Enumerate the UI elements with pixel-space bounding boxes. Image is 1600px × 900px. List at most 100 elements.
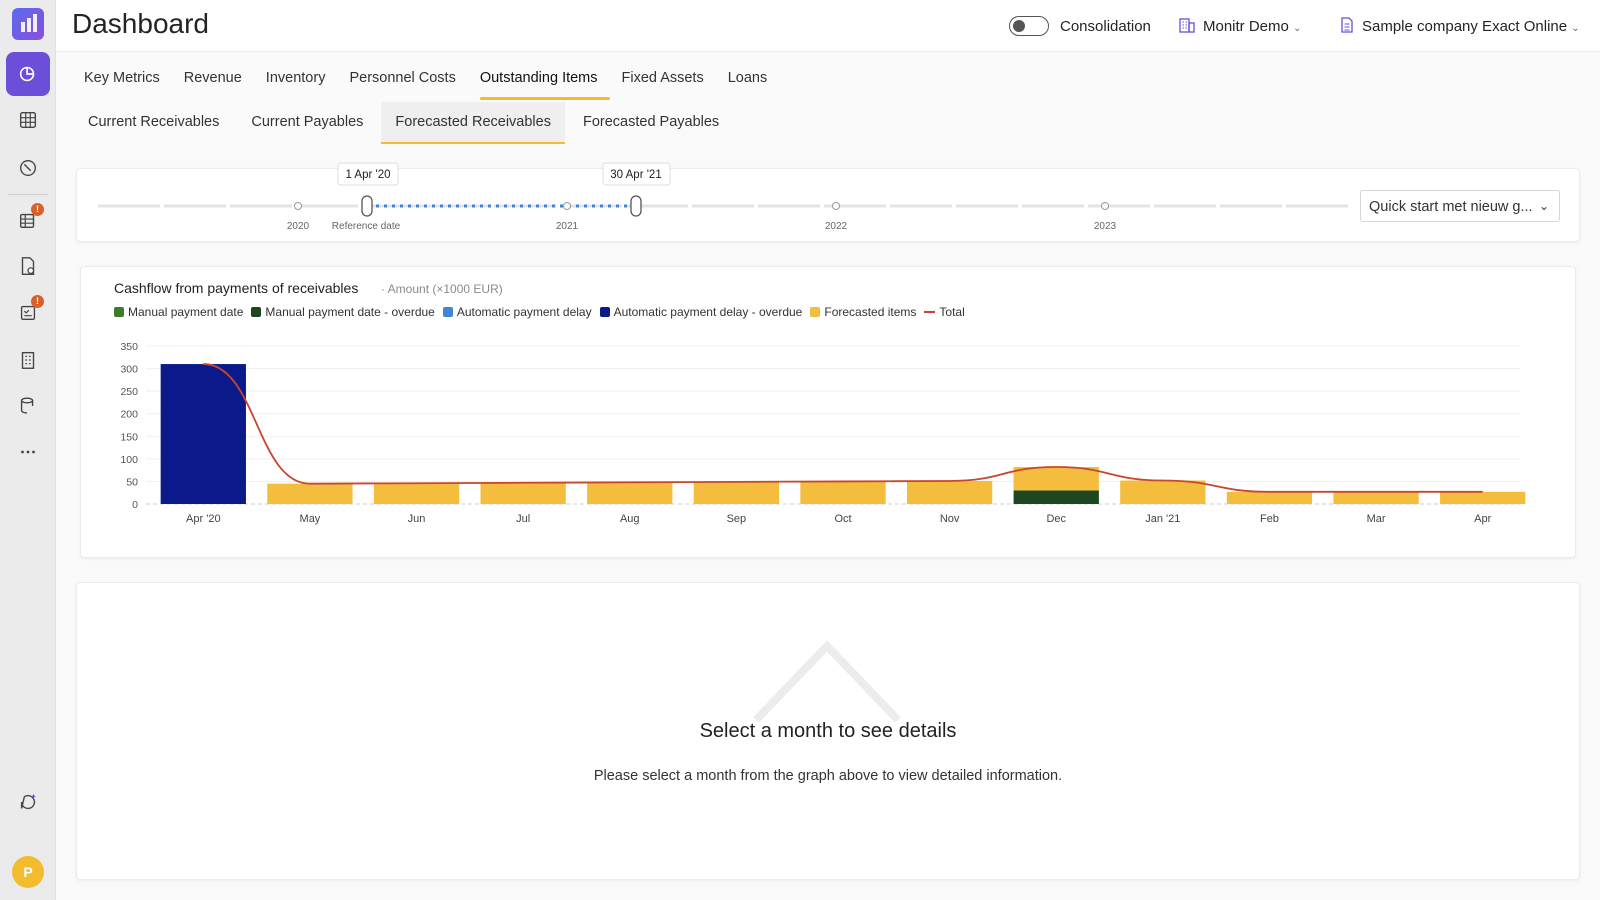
bar-segment[interactable]: [906, 480, 993, 504]
scenario-dropdown[interactable]: Quick start met nieuw g... ⌄: [1360, 190, 1560, 222]
bar-segment[interactable]: [480, 482, 566, 504]
bar-segment[interactable]: [800, 481, 886, 504]
chat-sparkle-icon: [20, 793, 37, 810]
sidebar-item-documents[interactable]: [6, 244, 50, 288]
bar-segment[interactable]: [693, 481, 780, 504]
start-date-handle[interactable]: [361, 195, 373, 217]
app-logo-icon[interactable]: [12, 8, 44, 40]
x-tick-label: Oct: [834, 513, 851, 525]
x-tick-label: Apr: [1474, 513, 1491, 525]
y-tick-label: 300: [120, 364, 138, 376]
organization-selector[interactable]: Monitr Demo ⌄: [1203, 18, 1301, 35]
bar-segment[interactable]: [1013, 466, 1099, 491]
sidebar-item-table[interactable]: [6, 98, 50, 142]
more-dots-icon: [21, 450, 35, 454]
tab-key-metrics[interactable]: Key Metrics: [84, 70, 160, 86]
sidebar-divider: [8, 194, 48, 195]
legend-item[interactable]: Manual payment date - overdue: [251, 305, 435, 319]
subtab-forecasted-receivables[interactable]: Forecasted Receivables: [381, 102, 565, 144]
bar-segment[interactable]: [267, 483, 353, 504]
legend-item[interactable]: Automatic payment delay - overdue: [599, 305, 802, 319]
warning-badge-icon: !: [31, 295, 44, 308]
details-empty-text: Please select a month from the graph abo…: [593, 768, 1063, 784]
organization-name: Monitr Demo: [1203, 18, 1289, 35]
gauge-icon: [19, 159, 37, 177]
sub-tab-bar: Current Receivables Current Payables For…: [74, 102, 737, 144]
bar-segment[interactable]: [1440, 491, 1526, 504]
bar-segment[interactable]: [373, 483, 460, 504]
chevron-down-icon: ⌄: [1538, 199, 1549, 213]
bar-segment[interactable]: [1333, 491, 1419, 504]
legend-item[interactable]: Automatic payment delay: [442, 305, 592, 319]
legend-swatch: [599, 307, 610, 317]
legend-item[interactable]: Forecasted items: [810, 305, 916, 319]
sidebar-item-reports[interactable]: !: [6, 198, 50, 242]
sidebar-item-tasks[interactable]: !: [6, 290, 50, 334]
year-label-2020: 2020: [287, 221, 310, 232]
end-date-handle[interactable]: [630, 195, 642, 217]
sidebar-item-assistant[interactable]: [6, 780, 50, 824]
legend-swatch: [114, 307, 124, 317]
x-tick-label: Nov: [940, 513, 960, 525]
sidebar-more-button[interactable]: [6, 430, 50, 474]
legend-item[interactable]: Manual payment date: [114, 305, 243, 319]
building-icon: [21, 351, 35, 369]
y-tick-label: 50: [126, 476, 138, 488]
cashflow-chart[interactable]: 0 50 100 150 200 250 300 350 Apr '20 May Jun Jul Aug…: [110, 336, 1550, 536]
tab-inventory[interactable]: Inventory: [265, 70, 326, 86]
bar-segment[interactable]: [1120, 480, 1206, 504]
year-label-2023: 2023: [1094, 221, 1117, 232]
legend-label: Manual payment date: [128, 305, 244, 319]
y-tick-label: 100: [120, 454, 138, 466]
consolidation-toggle[interactable]: [1009, 16, 1049, 36]
x-tick-label: May: [300, 513, 321, 525]
bar-segment[interactable]: [160, 364, 246, 504]
subtab-forecasted-payables[interactable]: Forecasted Payables: [582, 114, 720, 130]
company-selector[interactable]: Sample company Exact Online ⌄: [1362, 18, 1580, 35]
tab-loans[interactable]: Loans: [727, 70, 768, 86]
total-line: [203, 363, 1483, 493]
legend-swatch: [810, 307, 821, 317]
x-tick-label: Dec: [1046, 513, 1066, 525]
spreadsheet-icon: [19, 213, 35, 229]
consolidation-label: Consolidation: [1060, 18, 1151, 35]
top-bar: Dashboard Consolidation Monitr Demo ⌄ Sa…: [56, 0, 1600, 52]
x-tick-label: Jun: [408, 513, 426, 525]
database-icon: [20, 397, 34, 414]
checklist-icon: [20, 305, 36, 321]
tab-fixed-assets[interactable]: Fixed Assets: [621, 70, 704, 86]
tab-personnel-costs[interactable]: Personnel Costs: [349, 70, 456, 86]
toggle-knob: [1013, 19, 1025, 32]
sidebar: ! ! P: [0, 0, 56, 900]
sidebar-item-data[interactable]: [6, 384, 50, 428]
bar-segment[interactable]: [1226, 491, 1313, 504]
bar-segment[interactable]: [587, 482, 673, 504]
timeline-slider[interactable]: 2020 2021 2022 2023 Reference date 1 Apr…: [76, 160, 1366, 242]
sidebar-item-goals[interactable]: [6, 146, 50, 190]
x-tick-label: Apr '20: [186, 513, 221, 525]
x-tick-label: Mar: [1367, 513, 1386, 525]
y-tick-label: 150: [120, 431, 138, 443]
x-tick-label: Jul: [516, 513, 530, 525]
y-tick-label: 0: [132, 499, 138, 511]
sidebar-item-company[interactable]: [6, 338, 50, 382]
organization-icon: [1179, 18, 1195, 33]
dashboard-chart-icon: [19, 66, 35, 82]
subtab-current-payables[interactable]: Current Payables: [251, 114, 364, 130]
x-tick-label: Feb: [1260, 513, 1279, 525]
user-avatar[interactable]: P: [12, 856, 44, 888]
sidebar-item-dashboard[interactable]: [6, 52, 50, 96]
bar-segment[interactable]: [1013, 490, 1099, 504]
tab-revenue[interactable]: Revenue: [183, 70, 242, 86]
empty-state-illustration-icon: [753, 640, 901, 723]
page-title: Dashboard: [72, 8, 209, 39]
chevron-down-icon: ⌄: [1293, 23, 1302, 34]
legend-item[interactable]: Total: [924, 305, 965, 319]
subtab-current-receivables[interactable]: Current Receivables: [88, 114, 220, 130]
tab-outstanding-items[interactable]: Outstanding Items: [468, 62, 610, 100]
year-marker-2022: [832, 202, 840, 210]
table-grid-icon: [19, 111, 37, 129]
y-tick-label: 200: [120, 409, 138, 421]
legend-label: Forecasted items: [824, 305, 917, 319]
legend-label: Manual payment date - overdue: [265, 305, 435, 319]
